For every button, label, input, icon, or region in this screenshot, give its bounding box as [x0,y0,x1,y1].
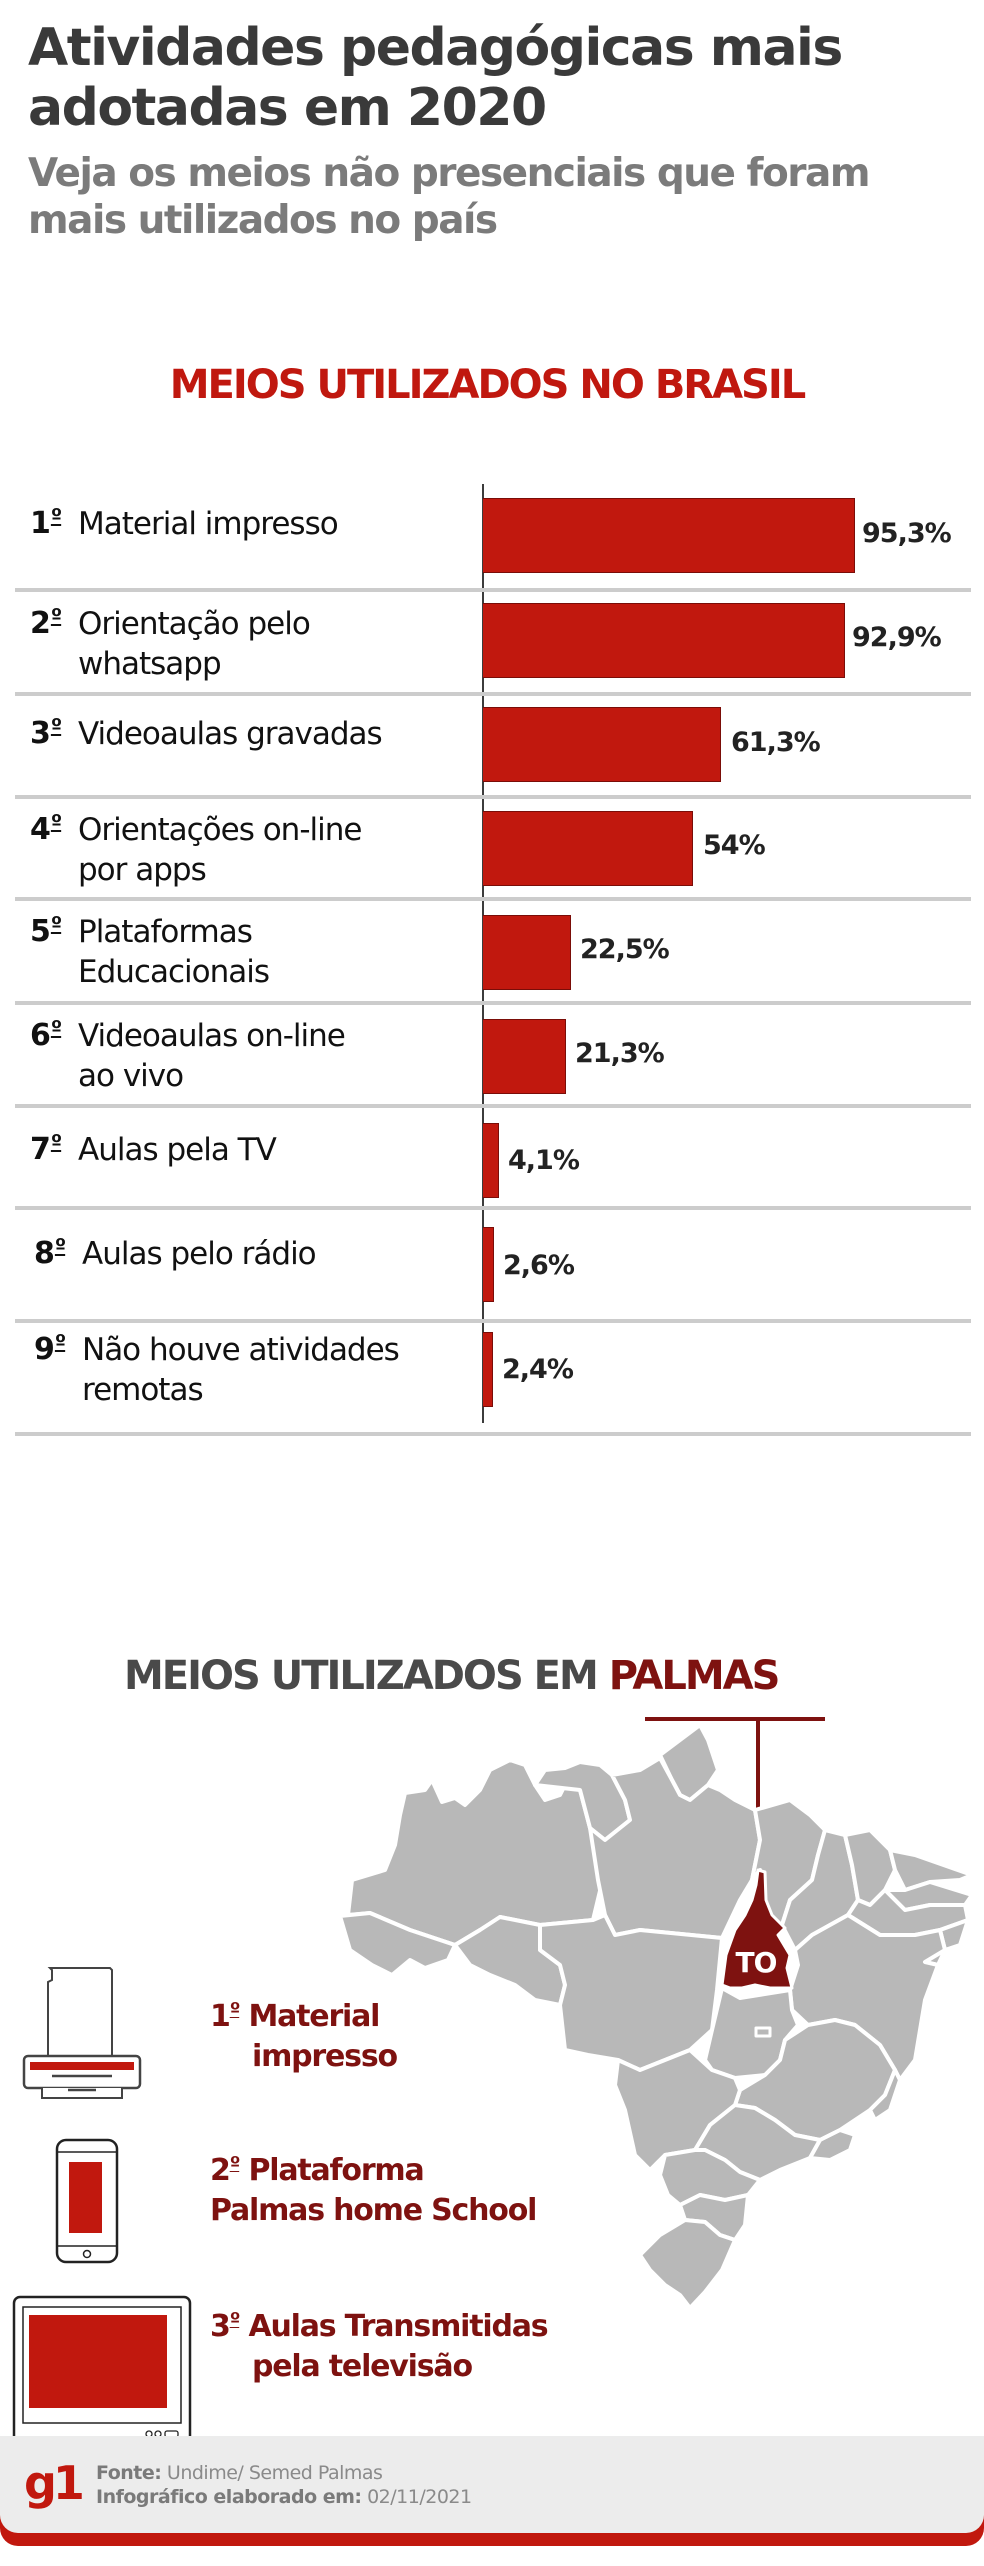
state-df [754,2026,772,2038]
rank-number: 5º [30,912,62,949]
row-divider [15,588,971,592]
printer-icon [22,1967,142,2099]
title-line-1: Atividades pedagógicas mais [28,18,843,78]
date-credit: Infográfico elaborado em: 02/11/2021 [96,2486,472,2508]
state-mt [538,1913,724,2072]
g1-logo: g1 [24,2456,85,2510]
palmas-item-3: 3º Aulas Transmitidas pela televisão [210,2309,549,2384]
palmas-item-2: 2º Plataforma Palmas home School [210,2153,537,2228]
bar [483,1019,566,1094]
source-credit: Fonte: Undime/ Semed Palmas [96,2462,383,2484]
subtitle-line-2: mais utilizados no país [28,198,498,243]
state-rn [888,1848,974,1892]
palmas-underline [645,1717,825,1721]
row-label: Aulas pela TV [78,1132,277,1168]
rank-number: 1º [30,504,62,541]
state-to-highlighted [720,1868,794,1990]
row-label: Aulas pelo rádio [82,1236,317,1272]
bar [483,1123,499,1198]
bar-value: 95,3% [862,518,952,549]
bar [483,1227,494,1302]
state-rj [808,2128,857,2162]
bar [483,1332,493,1407]
bar [483,498,855,573]
row-label: Plataformas Educacionais [78,914,270,990]
row-label: Orientação pelo whatsapp [78,606,311,682]
palmas-item-1: 1º Material impresso [210,1999,398,2074]
title-line-2: adotadas em 2020 [28,78,547,138]
state-pa [588,1756,762,1940]
bar-value: 92,9% [852,622,942,653]
row-label: Videoaulas on-line ao vivo [78,1018,346,1094]
rank-number: 2º [30,604,62,641]
state-ba [788,1913,947,2082]
row-divider [15,1432,971,1436]
palmas-highlight: PALMAS [608,1653,781,1699]
bar [483,603,845,678]
bar-value: 61,3% [731,727,821,758]
row-divider [15,1001,971,1005]
row-label: Orientações on-line por apps [78,812,362,888]
brasil-section-heading: MEIOS UTILIZADOS NO BRASIL [169,362,807,408]
bar-value: 2,4% [502,1354,574,1385]
bar-value: 4,1% [508,1145,580,1176]
state-rs [638,2218,737,2310]
row-label: Videoaulas gravadas [78,716,383,752]
smartphone-icon [55,2138,119,2264]
bar-value: 54% [703,830,766,861]
brazil-map: TO [338,1723,974,2310]
map-label-to: TO [736,1946,777,1979]
leader-line [756,1717,760,1867]
bar-value: 2,6% [503,1250,575,1281]
palmas-section-heading: MEIOS UTILIZADOS EM PALMAS [124,1653,781,1699]
bar [483,811,693,886]
subtitle-line-1: Veja os meios não presenciais que foram [28,151,871,196]
rank-number: 6º [30,1016,62,1053]
row-divider [15,692,971,696]
row-divider [15,897,971,901]
page-title: Atividades pedagógicas mais adotadas em … [28,18,978,138]
rank-number: 3º [30,714,62,751]
bar [483,915,571,990]
rank-number: 8º [34,1234,66,1271]
row-label: Material impresso [78,506,339,542]
rank-number: 7º [30,1130,62,1167]
row-divider [15,795,971,799]
bar-value: 22,5% [580,934,670,965]
rank-number: 4º [30,810,62,847]
footer-panel [0,2436,984,2533]
row-label: Não houve atividades remotas [82,1332,400,1408]
bar [483,707,721,782]
chart-axis [482,484,484,1423]
rank-number: 9º [34,1330,66,1367]
page-subtitle: Veja os meios não presenciais que foram … [28,150,978,244]
row-divider [15,1206,971,1210]
bar-value: 21,3% [575,1038,665,1069]
row-divider [15,1104,971,1108]
state-es [868,2068,902,2122]
row-divider [15,1319,971,1323]
footer: g1 Fonte: Undime/ Semed Palmas Infográfi… [0,2436,984,2556]
television-icon [12,2295,192,2447]
state-ac [338,1911,457,1977]
